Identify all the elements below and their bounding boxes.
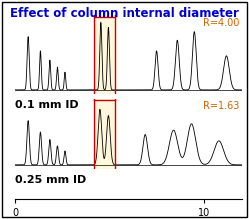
Bar	[94, 99, 115, 169]
Text: 0.1 mm ID: 0.1 mm ID	[15, 100, 79, 110]
Bar	[94, 15, 115, 94]
Text: R=4.00: R=4.00	[203, 18, 239, 28]
Text: R=1.63: R=1.63	[203, 101, 239, 111]
Text: 0.25 mm ID: 0.25 mm ID	[15, 175, 86, 185]
Text: Effect of column internal diameter: Effect of column internal diameter	[10, 7, 239, 19]
